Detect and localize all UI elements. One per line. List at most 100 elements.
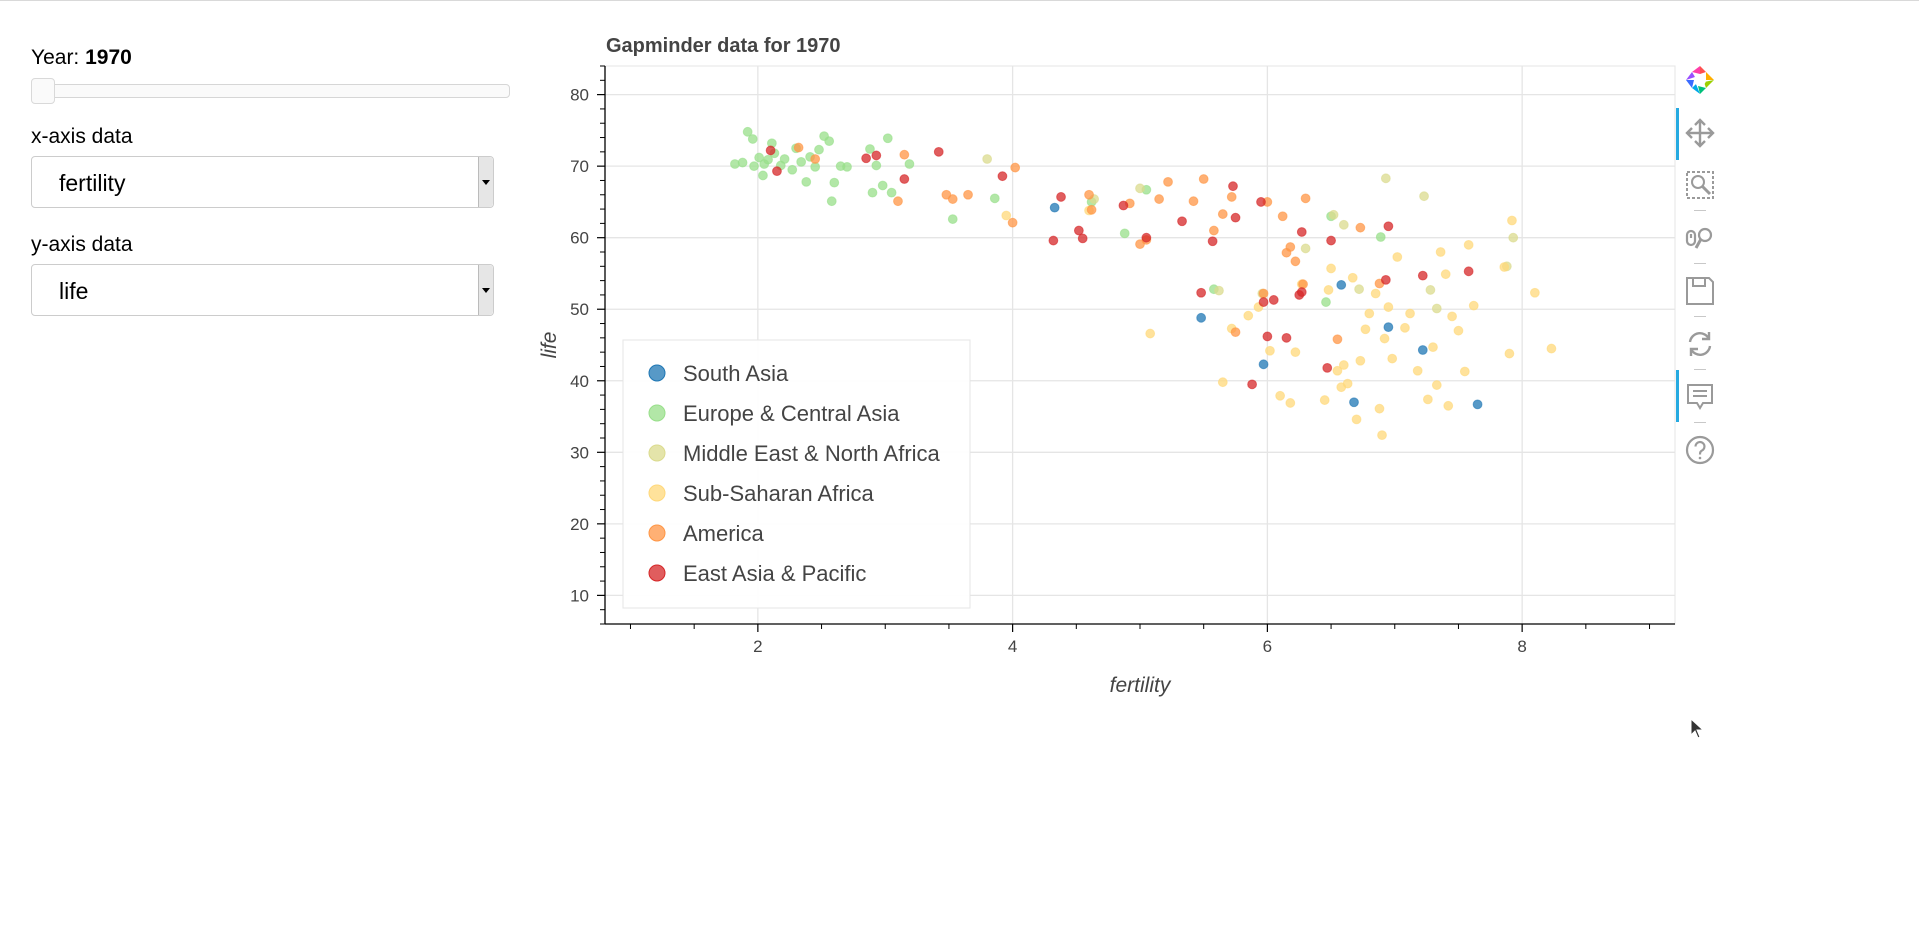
legend-box [622,339,971,609]
data-point [1084,189,1094,200]
legend-label: Europe & Central Asia [683,401,900,426]
data-point [1145,328,1156,339]
data-point [1048,235,1059,246]
reset-icon[interactable] [1684,328,1716,360]
wheel-zoom-icon[interactable] [1684,222,1716,254]
legend-swatch [648,444,666,462]
y-axis-title: life [538,332,561,359]
data-point [765,145,776,156]
data-point [1338,219,1349,230]
active-tool-indicator [1676,370,1679,422]
data-point [742,126,753,137]
data-point [1007,217,1018,228]
chevron-down-icon[interactable] [478,157,493,207]
data-point [1163,176,1173,187]
data-point [1400,322,1410,333]
y-tick-label: 70 [570,157,589,176]
data-point [1073,225,1084,236]
hover-icon[interactable] [1684,381,1716,413]
data-point [1463,266,1474,277]
data-point [867,187,878,198]
data-point [1268,295,1279,305]
year-label-text: Year: [31,46,80,69]
bokeh-logo-icon[interactable] [1684,64,1716,96]
data-point [1422,394,1433,405]
help-icon[interactable] [1684,434,1716,466]
data-point [1056,192,1066,202]
data-point [1296,287,1307,297]
y-tick-label: 20 [570,515,589,534]
data-point [1447,311,1457,322]
data-point [1383,322,1394,333]
data-point [1154,194,1165,204]
data-point [871,160,882,171]
data-point [1360,324,1371,335]
x-axis-select[interactable]: fertility [31,156,494,208]
data-point [1440,269,1451,280]
data-point [1507,215,1517,226]
data-point [824,136,835,147]
data-point [1300,243,1311,254]
data-point [763,154,773,165]
year-slider-handle[interactable] [31,78,55,104]
data-point [1230,327,1241,338]
data-point [1207,236,1218,247]
data-point [947,214,958,224]
chart-toolbar [1676,60,1724,480]
data-point [1228,181,1238,192]
active-tool-indicator [1676,108,1679,160]
legend-label: East Asia & Pacific [683,561,866,586]
data-point [1196,287,1207,298]
data-point [1355,355,1366,366]
data-point [1258,359,1269,370]
data-point [1281,332,1292,343]
data-point [1247,379,1257,390]
data-point [1332,365,1343,376]
data-point [1319,395,1330,405]
x-tick-label: 4 [1008,637,1017,656]
data-point [1275,390,1286,401]
data-point [1463,239,1474,250]
data-point [1364,308,1375,319]
data-point [1217,209,1228,219]
y-axis-select[interactable]: life [31,264,494,316]
data-point [1258,288,1269,299]
data-point [1323,285,1334,295]
box-zoom-icon[interactable] [1684,169,1716,201]
data-point [947,194,958,204]
data-point [982,154,993,164]
data-point [1380,275,1391,285]
data-point [1196,312,1207,323]
data-point [1425,285,1436,295]
data-point [1001,210,1012,221]
y-tick-label: 50 [570,300,589,319]
data-point [1290,347,1301,358]
year-label: Year: 1970 [31,44,511,72]
data-point [865,144,875,154]
top-border [0,0,1919,1]
y-tick-label: 60 [570,229,589,248]
data-point [801,176,812,187]
data-point [1141,232,1152,243]
data-point [1322,362,1333,373]
data-point [1435,247,1446,257]
data-point [1243,310,1254,321]
legend-swatch [648,404,666,422]
chevron-down-icon[interactable] [478,265,493,315]
data-point [882,133,893,144]
data-point [1392,252,1403,262]
chart-title: Gapminder data for 1970 [606,35,841,57]
data-point [877,180,888,191]
data-point [1387,353,1398,364]
pan-icon[interactable] [1684,117,1716,149]
data-point [1226,192,1237,202]
data-point [1188,196,1199,207]
legend-swatch [648,364,666,382]
data-point [1119,228,1130,239]
legend-label: America [683,521,764,546]
y-tick-label: 80 [570,86,589,105]
data-point [829,177,840,188]
data-point [1262,331,1273,342]
save-icon[interactable] [1684,275,1716,307]
